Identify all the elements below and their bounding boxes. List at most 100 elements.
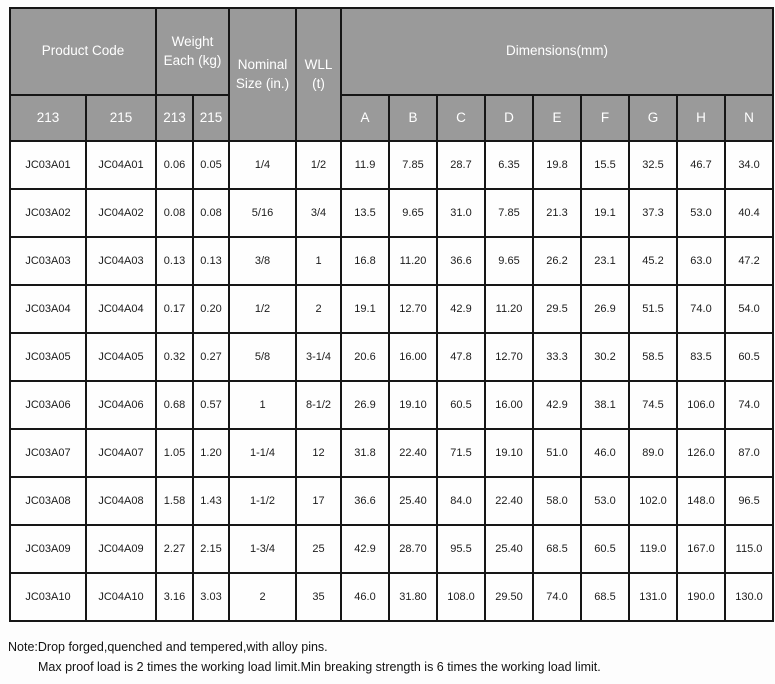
table-row: JC03A09 JC04A09 2.27 2.15 1-3/4 25 42.9 … [9, 524, 775, 574]
cell-nominal-size: 1-3/4 [228, 524, 298, 574]
cell-wll: 8-1/2 [295, 380, 343, 430]
cell-dim-h: 126.0 [676, 428, 727, 478]
cell-dim-d: 19.10 [484, 428, 535, 478]
cell-dim-f: 68.5 [580, 572, 631, 622]
cell-wll: 17 [295, 476, 343, 526]
cell-wll: 12 [295, 428, 343, 478]
spec-table: Product Code Weight Each (kg) Nominal Si… [9, 7, 775, 622]
cell-weight-213: 0.13 [155, 236, 194, 286]
cell-product-code-213: JC03A09 [9, 524, 87, 574]
cell-weight-213: 1.58 [155, 476, 194, 526]
footnote: Note:Drop forged,quenched and tempered,w… [8, 637, 601, 677]
cell-dim-g: 102.0 [628, 476, 679, 526]
cell-product-code-215: JC04A05 [85, 332, 157, 382]
cell-dim-c: 60.5 [436, 380, 487, 430]
cell-product-code-213: JC03A06 [9, 380, 87, 430]
cell-dim-d: 7.85 [484, 188, 535, 238]
subheader-dim-e: E [532, 94, 583, 142]
cell-dim-h: 83.5 [676, 332, 727, 382]
cell-dim-n: 54.0 [724, 284, 775, 334]
cell-product-code-213: JC03A10 [9, 572, 87, 622]
cell-product-code-215: JC04A03 [85, 236, 157, 286]
cell-weight-213: 0.32 [155, 332, 194, 382]
cell-weight-213: 1.05 [155, 428, 194, 478]
cell-product-code-213: JC03A07 [9, 428, 87, 478]
cell-nominal-size: 2 [228, 572, 298, 622]
cell-weight-215: 0.57 [191, 380, 231, 430]
cell-nominal-size: 5/16 [228, 188, 298, 238]
table-row: JC03A03 JC04A03 0.13 0.13 3/8 1 16.8 11.… [9, 236, 775, 286]
subheader-dim-d: D [484, 94, 535, 142]
footnote-line-1: Note:Drop forged,quenched and tempered,w… [8, 640, 328, 654]
cell-dim-c: 28.7 [436, 140, 487, 190]
cell-dim-d: 22.40 [484, 476, 535, 526]
cell-weight-213: 0.17 [155, 284, 194, 334]
cell-nominal-size: 5/8 [228, 332, 298, 382]
cell-dim-d: 11.20 [484, 284, 535, 334]
subheader-dim-f: F [580, 94, 631, 142]
cell-dim-d: 29.50 [484, 572, 535, 622]
cell-nominal-size: 1/4 [228, 140, 298, 190]
cell-dim-a: 16.8 [340, 236, 391, 286]
subheader-dim-n: N [724, 94, 775, 142]
subheader-weight-215: 215 [191, 94, 231, 142]
cell-dim-e: 51.0 [532, 428, 583, 478]
cell-product-code-215: JC04A06 [85, 380, 157, 430]
subheader-dim-h: H [676, 94, 727, 142]
table-row: JC03A06 JC04A06 0.68 0.57 1 8-1/2 26.9 1… [9, 380, 775, 430]
cell-dim-b: 22.40 [388, 428, 439, 478]
cell-dim-g: 119.0 [628, 524, 679, 574]
cell-dim-g: 51.5 [628, 284, 679, 334]
cell-dim-g: 45.2 [628, 236, 679, 286]
cell-dim-g: 131.0 [628, 572, 679, 622]
table-row: JC03A05 JC04A05 0.32 0.27 5/8 3-1/4 20.6… [9, 332, 775, 382]
cell-wll: 1 [295, 236, 343, 286]
cell-dim-e: 58.0 [532, 476, 583, 526]
cell-dim-d: 16.00 [484, 380, 535, 430]
cell-dim-f: 15.5 [580, 140, 631, 190]
cell-dim-b: 11.20 [388, 236, 439, 286]
cell-dim-d: 6.35 [484, 140, 535, 190]
cell-dim-d: 9.65 [484, 236, 535, 286]
cell-dim-h: 74.0 [676, 284, 727, 334]
cell-wll: 3-1/4 [295, 332, 343, 382]
cell-weight-213: 0.08 [155, 188, 194, 238]
cell-dim-f: 26.9 [580, 284, 631, 334]
cell-dim-f: 60.5 [580, 524, 631, 574]
cell-dim-b: 9.65 [388, 188, 439, 238]
cell-dim-n: 47.2 [724, 236, 775, 286]
header-row-groups: Product Code Weight Each (kg) Nominal Si… [9, 7, 775, 142]
subheader-dim-g: G [628, 94, 679, 142]
cell-weight-213: 2.27 [155, 524, 194, 574]
cell-dim-c: 31.0 [436, 188, 487, 238]
table-row: JC03A07 JC04A07 1.05 1.20 1-1/4 12 31.8 … [9, 428, 775, 478]
cell-dim-g: 74.5 [628, 380, 679, 430]
cell-weight-215: 0.20 [191, 284, 231, 334]
header-wll: WLL (t) [295, 7, 343, 142]
cell-dim-d: 25.40 [484, 524, 535, 574]
cell-nominal-size: 1 [228, 380, 298, 430]
cell-nominal-size: 1/2 [228, 284, 298, 334]
cell-product-code-215: JC04A01 [85, 140, 157, 190]
subheader-dim-a: A [340, 94, 391, 142]
cell-dim-b: 19.10 [388, 380, 439, 430]
cell-product-code-215: JC04A09 [85, 524, 157, 574]
cell-product-code-215: JC04A02 [85, 188, 157, 238]
table-row: JC03A08 JC04A08 1.58 1.43 1-1/2 17 36.6 … [9, 476, 775, 526]
cell-weight-215: 0.08 [191, 188, 231, 238]
cell-dim-h: 63.0 [676, 236, 727, 286]
subheader-product-213: 213 [9, 94, 87, 142]
cell-dim-n: 115.0 [724, 524, 775, 574]
cell-weight-215: 3.03 [191, 572, 231, 622]
cell-weight-215: 1.43 [191, 476, 231, 526]
cell-dim-a: 36.6 [340, 476, 391, 526]
cell-dim-h: 167.0 [676, 524, 727, 574]
cell-dim-f: 38.1 [580, 380, 631, 430]
cell-dim-e: 21.3 [532, 188, 583, 238]
cell-dim-g: 37.3 [628, 188, 679, 238]
cell-dim-a: 31.8 [340, 428, 391, 478]
cell-nominal-size: 1-1/4 [228, 428, 298, 478]
cell-dim-f: 53.0 [580, 476, 631, 526]
cell-weight-213: 0.68 [155, 380, 194, 430]
